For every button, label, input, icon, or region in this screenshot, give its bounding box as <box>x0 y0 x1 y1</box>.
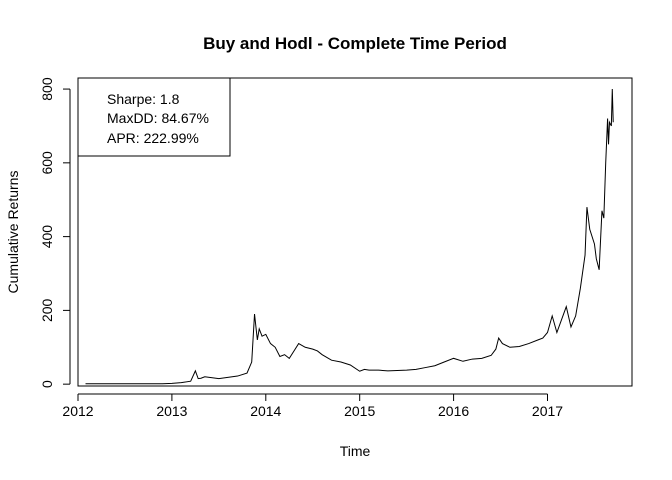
y-axis-label: Cumulative Returns <box>5 171 21 294</box>
legend-apr: APR: 222.99% <box>107 130 199 146</box>
y-tick-label: 600 <box>39 151 55 175</box>
x-tick-label: 2012 <box>62 403 93 419</box>
x-axis: 2012 2013 2014 2015 2016 2017 <box>62 393 563 419</box>
y-axis: 0 200 400 600 800 <box>39 77 71 388</box>
legend-sharpe: Sharpe: 1.8 <box>107 91 180 107</box>
plot-area-border <box>77 77 633 387</box>
y-tick-label: 800 <box>39 77 55 101</box>
x-axis-label: Time <box>340 443 371 459</box>
x-tick-label: 2017 <box>532 403 563 419</box>
legend-box <box>77 77 231 157</box>
y-tick-label: 0 <box>39 380 55 388</box>
legend-maxdd: MaxDD: 84.67% <box>107 110 209 126</box>
chart-title: Buy and Hodl - Complete Time Period <box>203 34 507 53</box>
x-tick-label: 2016 <box>438 403 469 419</box>
series-line <box>85 89 614 385</box>
x-tick-label: 2014 <box>250 403 281 419</box>
x-tick-label: 2015 <box>344 403 375 419</box>
y-tick-label: 400 <box>39 225 55 249</box>
y-tick-label: 200 <box>39 298 55 322</box>
x-tick-label: 2013 <box>156 403 187 419</box>
